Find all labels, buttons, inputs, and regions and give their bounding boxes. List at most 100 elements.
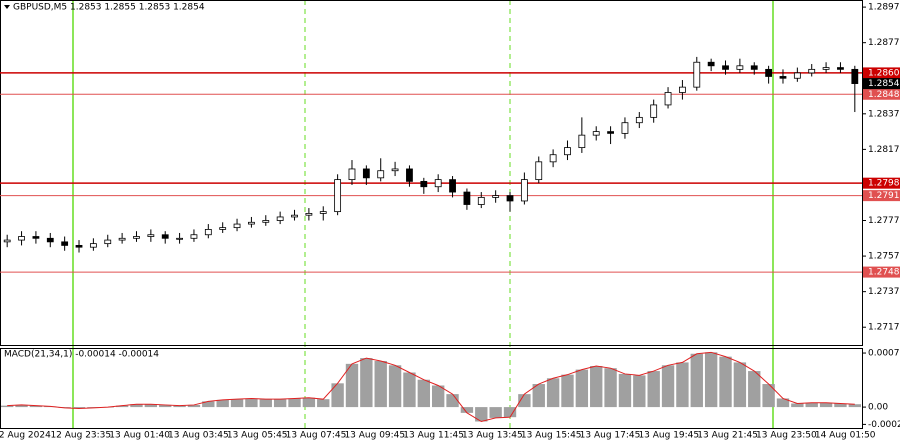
candle-body (104, 239, 112, 245)
candle-body (75, 245, 83, 248)
y-tick-label: 1.2837 (868, 109, 900, 119)
macd-bar (848, 404, 861, 408)
macd-bar (446, 394, 459, 408)
candle-body (362, 168, 370, 179)
y-tick-label: 1.2777 (868, 216, 900, 226)
candle-body (434, 179, 442, 188)
candle-body (276, 216, 284, 221)
x-tick-label: 13 Aug 15:45 (521, 431, 582, 441)
candle-body (808, 68, 816, 74)
candle-body (334, 179, 342, 213)
macd-bar (317, 399, 330, 408)
candle-body (147, 234, 155, 237)
macd-bar (532, 384, 545, 408)
candle-body (664, 92, 672, 106)
x-tick-label: 12 Aug 2024 (0, 431, 51, 441)
macd-bar (733, 362, 747, 408)
y-tick-label: 1.2817 (868, 145, 900, 155)
candle-body (248, 221, 255, 225)
x-tick-label: 14 Aug 01:50 (815, 431, 876, 441)
macd-bar (819, 402, 833, 408)
candle-body (822, 67, 830, 70)
macd-bar (115, 405, 129, 408)
macd-bar (791, 403, 804, 408)
y-tick-label: 1.2717 (868, 323, 900, 333)
level-label: 1.2791 (868, 191, 900, 201)
macd-bar (245, 398, 258, 408)
x-tick-label: 13 Aug 19:45 (638, 431, 699, 441)
macd-bar (1, 405, 14, 408)
level-label-bg (863, 266, 900, 278)
candle-body (520, 179, 528, 202)
candle-body (549, 154, 557, 163)
macd-bar (503, 407, 517, 418)
macd-bar (575, 369, 589, 408)
macd-bar (144, 404, 158, 408)
macd-bar (159, 404, 172, 408)
candle-body (650, 104, 658, 118)
x-tick-label: 13 Aug 03:45 (168, 431, 229, 441)
macd-bar (417, 379, 430, 408)
macd-bar (561, 374, 574, 408)
macd-bar (676, 362, 689, 408)
candle-body (578, 134, 586, 149)
x-tick-label: 13 Aug 11:45 (403, 431, 464, 441)
level-label-bg (863, 177, 900, 189)
candle-body (406, 168, 413, 182)
macd-bar (647, 371, 660, 408)
macd-bar (345, 363, 359, 408)
candle-body (707, 61, 715, 67)
macd-bar (805, 402, 818, 408)
macd-bar (748, 371, 761, 408)
macd-bar (202, 401, 215, 408)
candle-body (348, 168, 356, 181)
level-label: 1.2848 (868, 90, 900, 100)
candle-body (190, 234, 198, 239)
macd-bar (618, 373, 632, 408)
macd-bar (834, 403, 847, 408)
candle-body (564, 147, 571, 156)
candle-body (679, 86, 686, 93)
macd-bar (432, 385, 445, 408)
candle-body (89, 243, 97, 248)
candle-body (161, 234, 169, 239)
candle-body (793, 72, 801, 79)
candle-body (391, 168, 399, 172)
x-tick-label: 13 Aug 05:45 (227, 431, 288, 441)
macd-bar (187, 404, 201, 408)
macd-bar (590, 366, 603, 408)
candle-body (837, 67, 844, 70)
candle-body (449, 179, 456, 193)
macd-bar (388, 365, 402, 408)
y-tick-label: 0.00075 (868, 349, 900, 359)
y-tick-label: 1.2757 (868, 252, 900, 262)
candle-body (18, 236, 25, 241)
macd-bar (762, 384, 775, 408)
macd-bar (690, 353, 703, 408)
macd-bar (302, 397, 316, 408)
y-tick-label: 0.00 (868, 403, 888, 413)
candle-body (133, 236, 140, 239)
candle-body (3, 239, 11, 243)
candle-body (750, 65, 758, 70)
macd-bar (216, 399, 229, 408)
candle-body (219, 227, 227, 230)
macd-bar (230, 399, 244, 408)
level-label: 1.2748 (868, 268, 900, 278)
candle-body (851, 68, 859, 84)
candle-body (319, 211, 327, 214)
macd-bar (173, 405, 186, 408)
macd-bar (704, 352, 718, 408)
candle-body (420, 180, 428, 188)
candle-body (621, 122, 629, 134)
macd-bar (661, 365, 675, 408)
macd-bar (633, 375, 646, 408)
candle-body (32, 236, 40, 239)
candle-body (592, 131, 600, 136)
candle-body (635, 116, 643, 124)
x-tick-label: 13 Aug 09:45 (344, 431, 405, 441)
macd-header: MACD(21,34,1) -0.00014 -0.00014 (4, 350, 159, 360)
signal-line (7, 351, 855, 423)
symbol-header: GBPUSD,M5 1.2853 1.2855 1.2853 1.2854 (13, 3, 205, 13)
